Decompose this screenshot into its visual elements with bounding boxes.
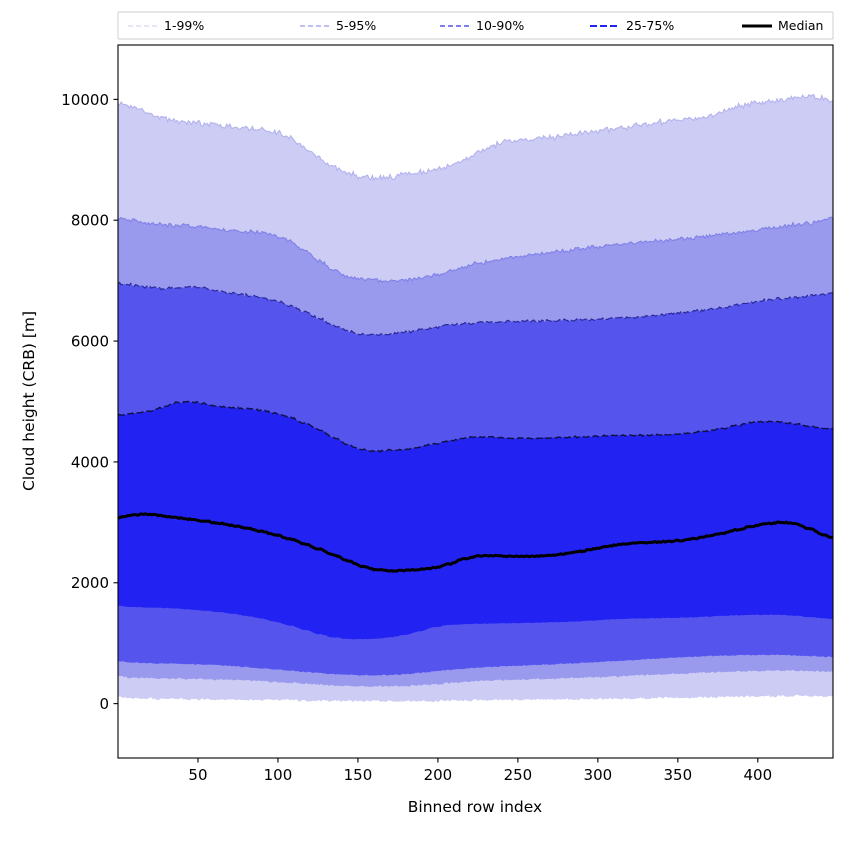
legend-frame (117, 11, 834, 40)
legend-label-5-95%: 5-95% (336, 18, 376, 33)
legend-label-25-75%: 25-75% (626, 18, 674, 33)
y-tick-label: 8000 (71, 212, 109, 230)
legend-label-1-99%: 1-99% (164, 18, 204, 33)
percentile-bands (118, 93, 833, 703)
x-axis-ticks: 50 100 150 200 250 300 350 400 (188, 758, 772, 784)
y-tick-label: 6000 (71, 332, 109, 350)
y-axis-title: Cloud height (CRB) [m] (20, 311, 38, 491)
x-tick-label: 300 (584, 766, 613, 784)
y-tick-label: 2000 (71, 574, 109, 592)
chart-legend[interactable]: 1-99% 5-95% 10-90% 25-75% Median (117, 11, 834, 40)
band-upper-edge-25-75% (118, 400, 833, 453)
y-axis-ticks: 0 2000 4000 6000 8000 10000 (61, 91, 118, 713)
x-tick-label: 150 (344, 766, 373, 784)
band-fill-25-75% (118, 401, 833, 640)
x-tick-label: 400 (744, 766, 773, 784)
median-line (118, 512, 833, 573)
legend-label-10-90%: 10-90% (476, 18, 524, 33)
band-upper-edge-1-99% (118, 93, 833, 182)
y-tick-label: 10000 (61, 91, 109, 109)
x-tick-label: 100 (264, 766, 293, 784)
x-tick-label: 50 (188, 766, 207, 784)
band-upper-edge-5-95% (118, 216, 833, 284)
x-axis-title: Binned row index (408, 798, 542, 816)
y-tick-label: 4000 (71, 453, 109, 471)
median-line-path (118, 512, 833, 573)
y-tick-label: 0 (99, 695, 109, 713)
legend-label-Median: Median (778, 18, 823, 33)
x-tick-label: 200 (424, 766, 453, 784)
x-tick-label: 350 (664, 766, 693, 784)
x-tick-label: 250 (504, 766, 533, 784)
axes-spines (117, 44, 834, 759)
